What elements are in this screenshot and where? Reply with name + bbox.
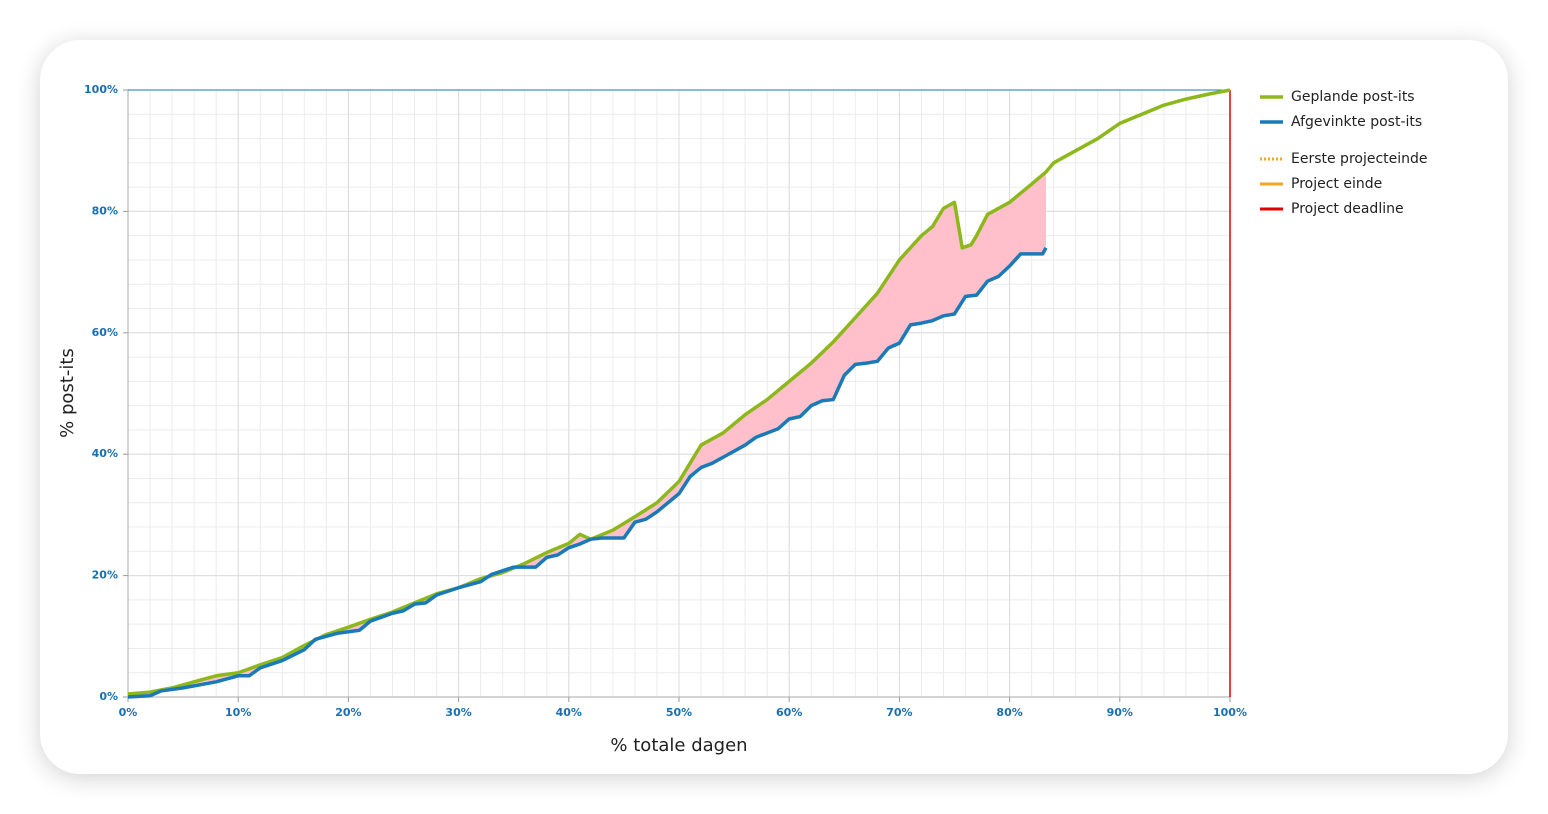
legend-label: Eerste projecteinde xyxy=(1291,151,1428,167)
y-axis-title: % post-its xyxy=(57,348,78,438)
y-tick-label: 80% xyxy=(92,204,118,217)
y-tick-label: 40% xyxy=(92,447,118,460)
legend-label: Project deadline xyxy=(1291,201,1404,217)
legend-label: Afgevinkte post-its xyxy=(1291,114,1422,130)
y-tick-label: 100% xyxy=(84,83,118,96)
y-tick-label: 60% xyxy=(92,326,118,339)
x-tick-label: 100% xyxy=(1213,706,1247,719)
x-tick-label: 30% xyxy=(445,706,471,719)
x-tick-label: 60% xyxy=(776,706,802,719)
x-tick-label: 70% xyxy=(886,706,912,719)
x-tick-label: 40% xyxy=(556,706,582,719)
x-tick-label: 80% xyxy=(996,706,1022,719)
x-tick-label: 20% xyxy=(335,706,361,719)
x-tick-label: 90% xyxy=(1107,706,1133,719)
y-tick-label: 20% xyxy=(92,569,118,582)
series-line xyxy=(127,246,1048,699)
x-tick-label: 0% xyxy=(119,706,138,719)
gap-area xyxy=(128,171,1046,697)
legend-label: Geplande post-its xyxy=(1291,89,1415,105)
y-tick-label: 0% xyxy=(99,690,118,703)
series-line xyxy=(127,88,1231,696)
x-axis-title: % totale dagen xyxy=(610,735,747,756)
x-tick-label: 50% xyxy=(666,706,692,719)
legend-label: Project einde xyxy=(1291,176,1382,192)
x-tick-label: 10% xyxy=(225,706,251,719)
